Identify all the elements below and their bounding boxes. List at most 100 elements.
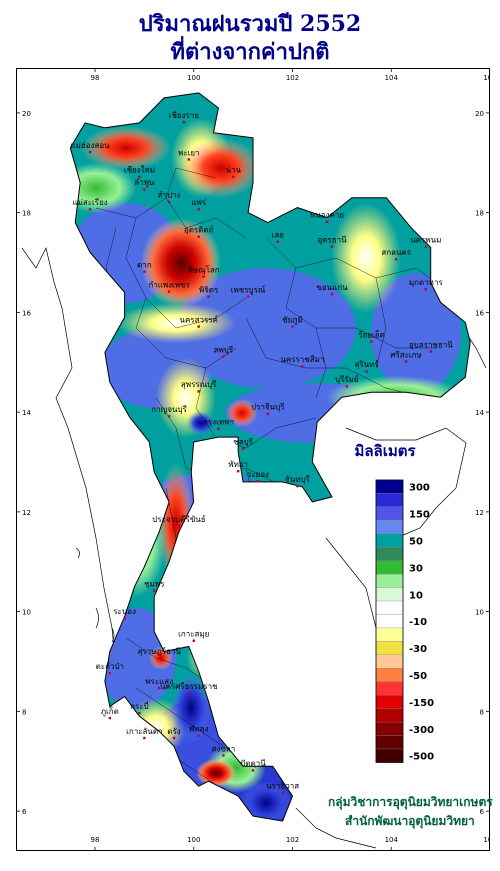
place-label: อุบลราชธานี bbox=[409, 340, 453, 349]
legend-swatch bbox=[375, 748, 404, 763]
legend-swatch bbox=[375, 573, 404, 588]
y-tick-label: 8 bbox=[480, 708, 484, 716]
station-marker bbox=[88, 208, 92, 211]
place-label: อุดรธานี bbox=[317, 236, 347, 245]
legend-swatch bbox=[375, 681, 404, 696]
place-label: ระนอง bbox=[113, 607, 136, 616]
legend-swatch bbox=[375, 587, 404, 602]
legend-label: -300 bbox=[409, 725, 434, 736]
station-marker bbox=[394, 258, 398, 261]
place-label: เชียงใหม่ bbox=[124, 166, 155, 175]
y-tick-label: 20 bbox=[475, 110, 484, 118]
station-marker bbox=[138, 175, 141, 179]
station-marker bbox=[197, 390, 200, 393]
map-title-line2: ที่ต่างจากค่าปกติ bbox=[170, 39, 330, 65]
place-label: หนองคาย bbox=[310, 211, 344, 220]
station-marker bbox=[177, 524, 181, 528]
legend-swatch bbox=[375, 721, 404, 736]
place-label: สุพรรณบุรี bbox=[181, 380, 217, 389]
y-tick-label: 12 bbox=[475, 509, 484, 517]
station-marker bbox=[187, 691, 191, 695]
station-marker bbox=[222, 355, 225, 358]
credit-line1: กลุ่มวิชาการอุตุนิยมวิทยาเกษตร bbox=[328, 795, 493, 809]
legend-label: -150 bbox=[409, 698, 434, 709]
legend-swatch bbox=[375, 695, 404, 709]
station-marker bbox=[197, 208, 200, 211]
x-tick-label: 104 bbox=[385, 836, 399, 844]
legend-swatch bbox=[375, 506, 404, 521]
station-marker bbox=[88, 150, 92, 154]
station-marker bbox=[330, 292, 334, 296]
legend-label: -30 bbox=[409, 644, 427, 655]
y-axis-ticks: 20 20 18 18 16 16 14 14 12 12 10 10 8 8 6 6 bbox=[16, 110, 490, 816]
legend-swatch bbox=[375, 520, 404, 534]
station-marker bbox=[153, 589, 156, 593]
station-marker bbox=[404, 360, 408, 363]
legend-swatch bbox=[375, 627, 404, 642]
legend-label: -10 bbox=[409, 617, 427, 628]
place-label: พะเยา bbox=[178, 148, 199, 157]
x-tick-label: 100 bbox=[187, 74, 200, 82]
place-label: พัทยา bbox=[228, 460, 248, 469]
station-marker bbox=[251, 769, 255, 772]
legend-swatch bbox=[375, 600, 404, 615]
place-label: พิษณุโลก bbox=[188, 264, 220, 274]
station-marker bbox=[296, 484, 299, 488]
legend-label: 10 bbox=[409, 590, 423, 601]
place-label: ประจวบคีรีขันธ์ bbox=[152, 514, 206, 524]
station-marker bbox=[202, 275, 205, 278]
station-marker bbox=[197, 235, 200, 238]
place-label: นครพนม bbox=[410, 236, 441, 245]
place-label: กรุงเทพฯ bbox=[203, 418, 234, 427]
station-marker bbox=[197, 734, 200, 737]
station-marker bbox=[108, 671, 112, 675]
x-tick-label: 104 bbox=[385, 74, 399, 82]
legend-label: -50 bbox=[409, 671, 427, 682]
thailand-outline bbox=[69, 92, 471, 822]
x-tick-label: 102 bbox=[286, 74, 299, 82]
place-label: เพชรบูรณ์ bbox=[231, 284, 266, 295]
station-marker bbox=[108, 716, 112, 720]
legend-swatch bbox=[375, 479, 404, 494]
legend-swatch bbox=[375, 735, 404, 750]
place-label: ชัยภูมิ bbox=[282, 315, 303, 325]
legend-colorbar: 300 150 50 30 10 -10 -30 -50 -150 -300 -500 bbox=[375, 479, 434, 763]
place-label: น่าน bbox=[226, 166, 242, 175]
place-label: มุกดาหาร bbox=[409, 278, 444, 287]
place-label: กาญจนบุรี bbox=[151, 405, 187, 414]
legend: มิลลิเมตร 300 150 50 30 10 -10 -30 -50 -150 -300 -… bbox=[354, 442, 434, 763]
x-tick-label: 98 bbox=[91, 836, 100, 844]
station-marker bbox=[217, 427, 220, 430]
map-title-line1: ปริมาณฝนรวมปี 2552 bbox=[138, 11, 362, 37]
station-marker bbox=[241, 447, 245, 450]
legend-label: 300 bbox=[409, 483, 430, 494]
x-tick-label: 106 bbox=[483, 74, 490, 82]
x-tick-label: 106 bbox=[483, 836, 490, 844]
y-tick-label: 18 bbox=[475, 210, 484, 218]
legend-swatch bbox=[375, 493, 404, 508]
legend-swatch bbox=[375, 654, 404, 669]
place-label: นครศรีธรรมราช bbox=[160, 682, 218, 691]
station-marker bbox=[301, 365, 304, 368]
x-axis-ticks: 9898100100102102104104106106 bbox=[91, 68, 490, 851]
station-marker bbox=[325, 220, 329, 224]
y-tick-label: 6 bbox=[480, 808, 485, 816]
place-label: ระยอง bbox=[247, 470, 269, 479]
station-marker bbox=[157, 657, 161, 660]
station-marker bbox=[187, 158, 191, 161]
y-tick-label: 20 bbox=[22, 110, 31, 118]
station-marker bbox=[192, 639, 195, 642]
place-label: สุราษฎร์ธานี bbox=[137, 646, 181, 656]
place-label: บุรีรัมย์ bbox=[335, 374, 359, 384]
station-marker bbox=[172, 736, 176, 740]
legend-swatch bbox=[375, 641, 404, 656]
place-label: ปัตตานี bbox=[240, 759, 266, 768]
place-label: ลำพูน bbox=[134, 178, 155, 188]
place-label: แพร่ bbox=[191, 198, 206, 207]
y-tick-label: 14 bbox=[475, 409, 484, 417]
place-label: ปราจีนบุรี bbox=[251, 403, 285, 412]
station-marker bbox=[167, 290, 171, 293]
y-tick-label: 6 bbox=[22, 808, 27, 816]
place-label: ตะกั่วป่า bbox=[96, 660, 124, 671]
